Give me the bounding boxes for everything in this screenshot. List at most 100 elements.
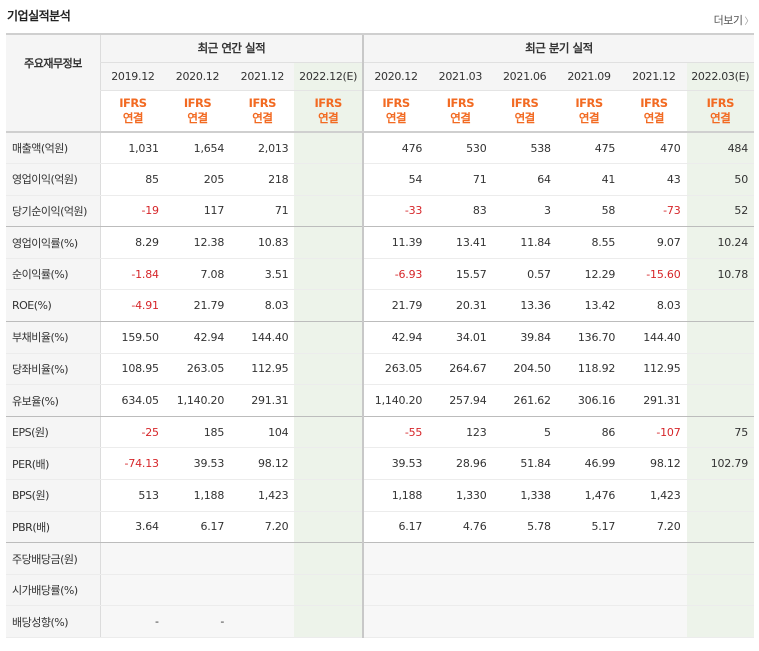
value-cell: 98.12: [621, 447, 687, 481]
ifrs-row-label: [6, 90, 101, 133]
table-row: 매출액(억원) 1,031 1,654 2,013 476 530 538 475 470 484: [6, 132, 754, 165]
table-row: 유보율(%) 634.05 1,140.20 291.31 1,140.20 257.94…: [6, 384, 754, 417]
period-header-row: 2019.12 2020.12 2021.12 2022.12(E) 2020.12 20…: [6, 62, 754, 91]
period-header: 2021.03: [428, 62, 493, 91]
value-cell: -: [164, 605, 231, 638]
value-cell: 117: [164, 195, 231, 228]
value-cell: [230, 542, 295, 575]
value-cell: 20.31: [428, 289, 493, 323]
value-cell: 3: [492, 195, 557, 228]
value-cell: [686, 511, 754, 544]
value-cell: [294, 195, 363, 228]
value-cell: -33: [361, 195, 429, 228]
value-cell: 112.95: [621, 353, 687, 386]
value-cell: -107: [621, 416, 687, 449]
value-cell: 7.20: [621, 511, 687, 544]
value-cell: [361, 605, 429, 638]
financial-summary-table: 주요재무정보 최근 연간 실적 최근 분기 실적 2019.12 2020.12 2…: [6, 33, 754, 638]
value-cell: 634.05: [99, 384, 165, 417]
ifrs-consolidated: 연결: [710, 110, 731, 125]
ifrs-standard: IFRS: [382, 95, 410, 110]
value-cell: [492, 542, 557, 575]
ifrs-label: IFRS 연결: [492, 90, 557, 133]
value-cell: 263.05: [361, 353, 429, 386]
ifrs-consolidated: 연결: [450, 110, 471, 125]
value-cell: 513: [99, 479, 165, 512]
ifrs-label: IFRS 연결: [621, 90, 687, 133]
value-cell: 1,330: [428, 479, 493, 512]
table-row: EPS(원) -25 185 104 -55 123 5 86 -107 75: [6, 416, 754, 449]
value-cell: 0.57: [492, 258, 557, 291]
period-header: 2022.03(E): [686, 62, 754, 91]
value-cell: 484: [686, 132, 754, 165]
value-cell: [294, 511, 363, 544]
value-cell: 43: [621, 163, 687, 196]
value-cell: 51.84: [492, 447, 557, 481]
row-label: 배당성향(%): [6, 605, 101, 638]
value-cell: -1.84: [99, 258, 165, 291]
value-cell: 52: [686, 195, 754, 228]
value-cell: 85: [99, 163, 165, 196]
value-cell: 5.78: [492, 511, 557, 544]
ifrs-consolidated: 연결: [318, 110, 339, 125]
value-cell: 104: [230, 416, 295, 449]
ifrs-standard: IFRS: [183, 95, 212, 110]
value-cell: [686, 321, 754, 354]
value-cell: 3.51: [230, 258, 295, 291]
row-label: 영업이익률(%): [6, 226, 101, 259]
value-cell: [686, 479, 754, 512]
value-cell: 50: [686, 163, 754, 196]
value-cell: [686, 384, 754, 417]
value-cell: 291.31: [621, 384, 687, 417]
table-body: 매출액(억원) 1,031 1,654 2,013 476 530 538 475 470 484…: [6, 132, 754, 638]
row-label: 부채비율(%): [6, 321, 101, 354]
row-label: 매출액(억원): [6, 132, 101, 165]
value-cell: 102.79: [686, 447, 754, 481]
more-link[interactable]: 더보기 〉: [714, 12, 754, 28]
value-cell: [686, 574, 754, 607]
table-row: 영업이익률(%) 8.29 12.38 10.83 11.39 13.41 11.84 8.5…: [6, 226, 754, 259]
value-cell: 538: [492, 132, 557, 165]
section-title: 기업실적분석: [7, 9, 71, 23]
quarter-group-header: 최근 분기 실적: [361, 33, 754, 63]
value-cell: 58: [556, 195, 622, 228]
value-cell: 11.39: [361, 226, 429, 259]
row-label: ROE(%): [6, 289, 101, 323]
ifrs-consolidated: 연결: [514, 110, 536, 125]
value-cell: 136.70: [556, 321, 622, 354]
value-cell: [294, 479, 363, 512]
value-cell: [294, 132, 363, 165]
ifrs-standard: IFRS: [446, 95, 475, 110]
value-cell: 1,140.20: [164, 384, 231, 417]
period-header: 2021.12: [621, 62, 687, 91]
period-header: 2020.12: [164, 62, 231, 91]
value-cell: 71: [428, 163, 493, 196]
row-label: EPS(원): [6, 416, 101, 449]
value-cell: 10.83: [230, 226, 295, 259]
value-cell: [428, 542, 493, 575]
ifrs-standard: IFRS: [248, 95, 277, 110]
value-cell: 218: [230, 163, 295, 196]
row-label: 시가배당률(%): [6, 574, 101, 607]
annual-group-header: 최근 연간 실적: [99, 33, 363, 63]
value-cell: 108.95: [99, 353, 165, 386]
period-header: 2021.06: [492, 62, 557, 91]
ifrs-label: IFRS 연결: [99, 90, 165, 133]
value-cell: 13.42: [556, 289, 622, 323]
value-cell: 185: [164, 416, 231, 449]
value-cell: 205: [164, 163, 231, 196]
value-cell: [294, 163, 363, 196]
row-label: 당기순이익(억원): [6, 195, 101, 228]
row-label: 당좌비율(%): [6, 353, 101, 386]
table-row: 영업이익(억원) 85 205 218 54 71 64 41 43 50: [6, 163, 754, 196]
value-cell: 8.03: [230, 289, 295, 323]
ifrs-consolidated: 연결: [187, 110, 208, 125]
row-label: BPS(원): [6, 479, 101, 512]
ifrs-consolidated: 연결: [385, 110, 407, 125]
value-cell: 1,031: [99, 132, 165, 165]
value-cell: 39.84: [492, 321, 557, 354]
value-cell: 1,140.20: [361, 384, 429, 417]
ifrs-standard: IFRS: [706, 95, 735, 110]
ifrs-label: IFRS 연결: [230, 90, 295, 133]
value-cell: [230, 605, 295, 638]
